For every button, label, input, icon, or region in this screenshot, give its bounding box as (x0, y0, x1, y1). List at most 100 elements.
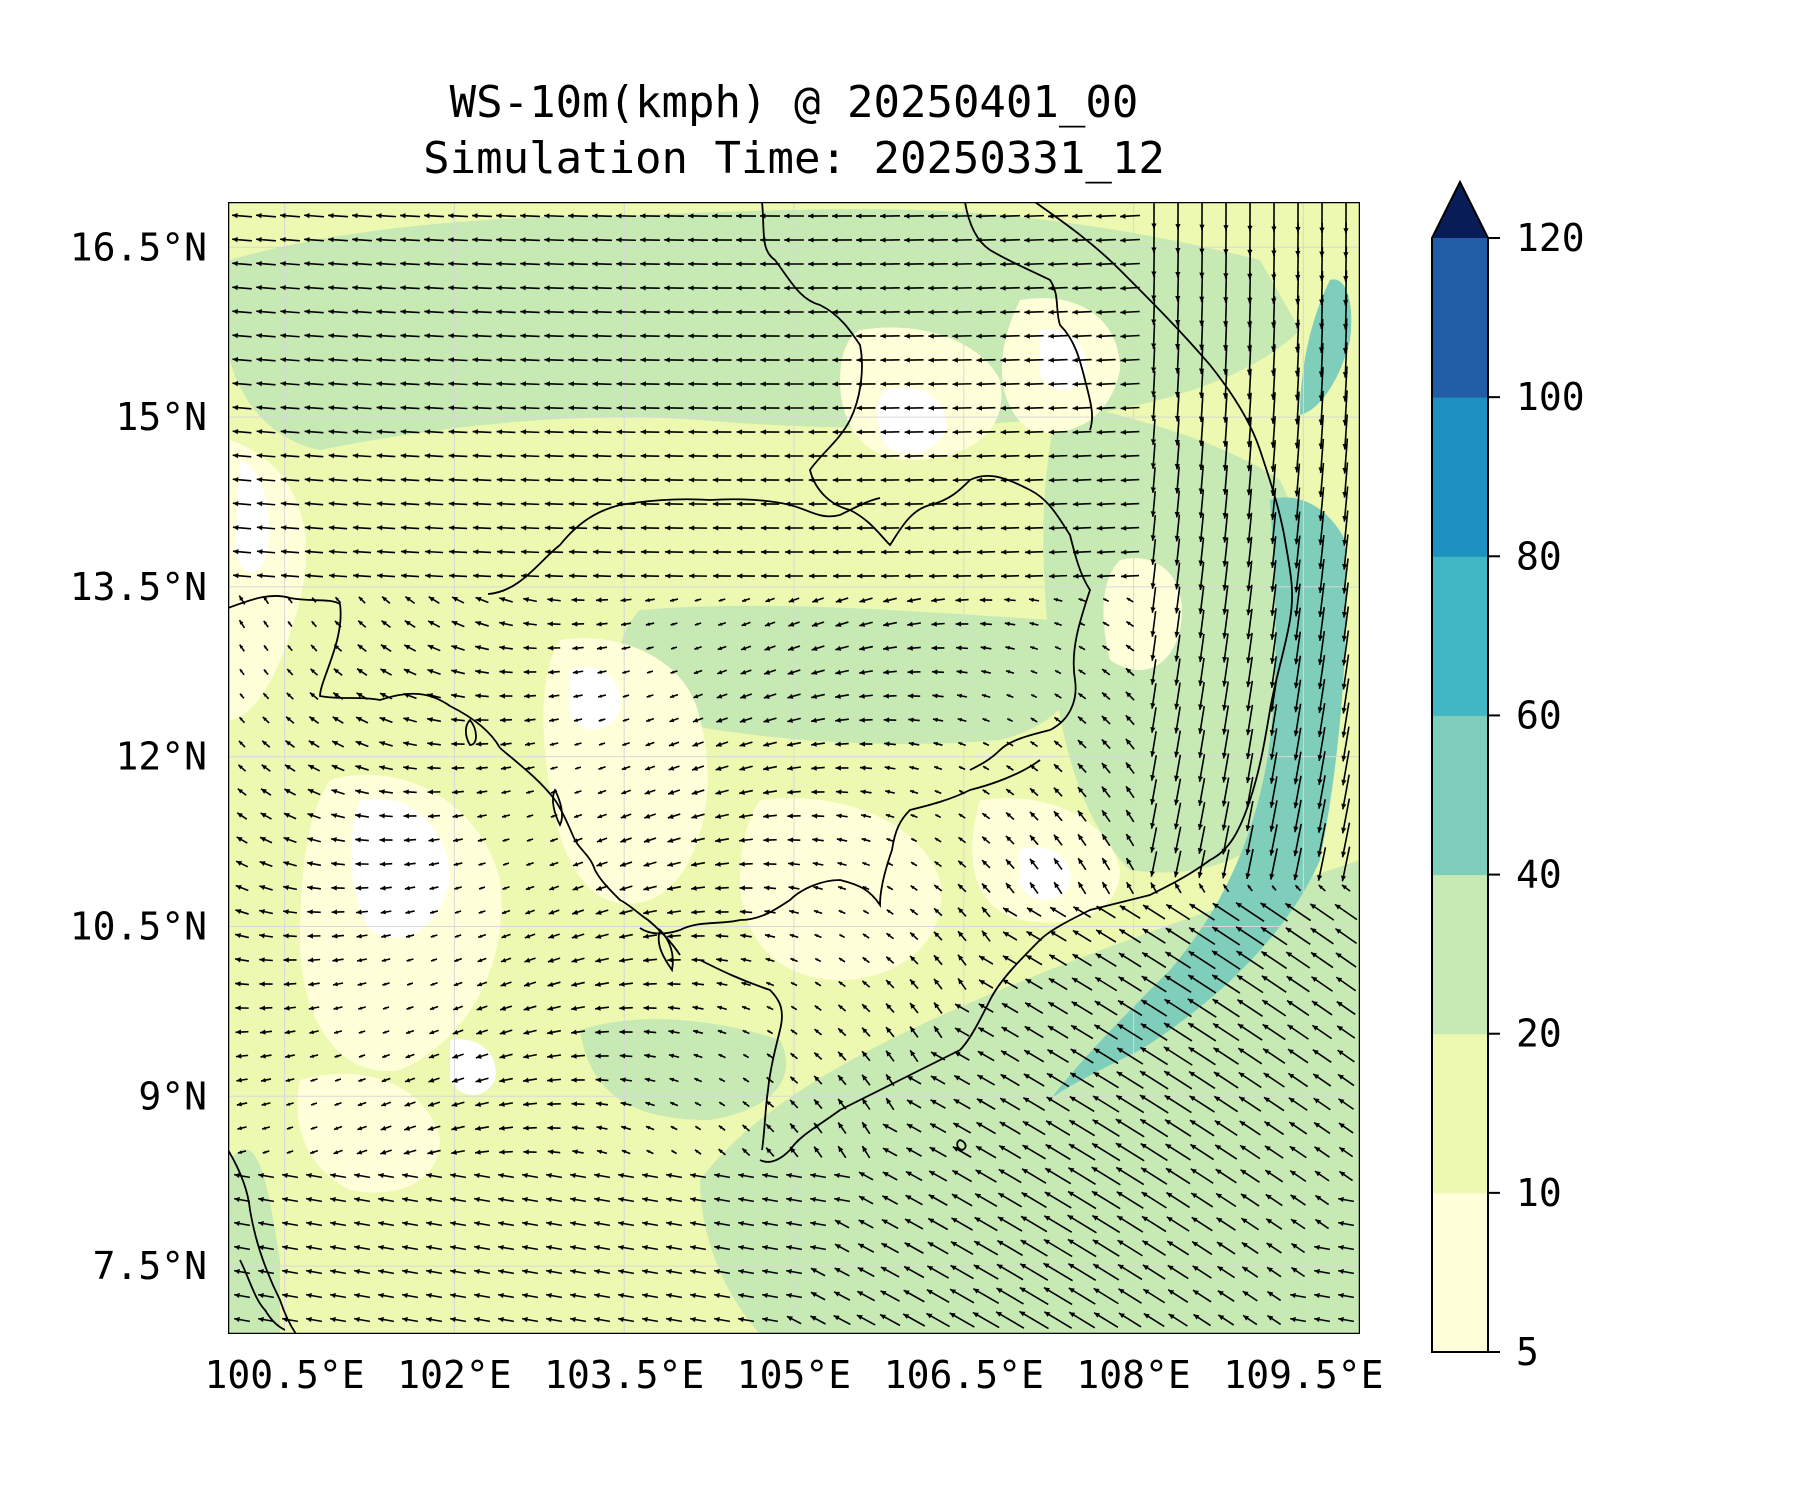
wind-vector (235, 1005, 249, 1011)
wind-vector (832, 429, 852, 435)
wind-vector (1164, 951, 1192, 969)
wind-vector (1290, 1242, 1306, 1254)
wind-vector (1246, 584, 1253, 616)
wind-vector (259, 836, 273, 844)
wind-vector (424, 309, 444, 315)
wind-vector (620, 621, 632, 627)
wind-vector (1096, 453, 1116, 459)
wind-vector (1311, 1000, 1333, 1016)
wind-vector (1068, 1143, 1096, 1161)
wind-vector (472, 213, 492, 219)
wind-vector (280, 333, 300, 339)
wind-vector (496, 453, 516, 459)
wind-vector (811, 621, 825, 627)
wind-vector (1211, 926, 1241, 946)
wind-vector (859, 717, 873, 723)
wind-vector (813, 1098, 823, 1110)
wind-vector (496, 309, 516, 315)
wind-vector (1126, 597, 1134, 603)
lat-tick-label: 13.5°N (70, 565, 207, 609)
wind-vector (521, 1292, 539, 1299)
wind-vector (1310, 951, 1334, 969)
wind-vector (595, 1053, 609, 1059)
wind-vector (736, 573, 756, 579)
wind-vector (424, 549, 444, 555)
wind-vector (833, 1314, 851, 1326)
wind-vector (617, 1220, 635, 1227)
wind-vector (856, 453, 876, 459)
wind-vector (568, 453, 588, 459)
wind-vector (448, 429, 468, 435)
wind-vector (357, 1125, 367, 1131)
wind-vector (716, 957, 728, 963)
wind-vector (1293, 823, 1303, 857)
wind-vector (670, 622, 678, 626)
wind-vector (1142, 1264, 1166, 1280)
wind-vector (1317, 703, 1326, 737)
wind-vector (837, 861, 847, 867)
wind-vector (928, 1170, 948, 1182)
wind-vector (835, 741, 849, 747)
wind-vector (1263, 1096, 1285, 1112)
wind-vector (736, 453, 756, 459)
wind-vector (886, 837, 894, 843)
wind-vector (1139, 1046, 1169, 1066)
wind-vector (307, 837, 321, 843)
wind-vector (1266, 1290, 1282, 1302)
wind-vector (1290, 1266, 1306, 1278)
wind-vector (281, 1172, 299, 1179)
wind-vector (1120, 261, 1140, 267)
wind-vector (379, 716, 393, 724)
wind-vector (1151, 347, 1157, 373)
wind-vector (1337, 1049, 1355, 1063)
wind-vector (764, 909, 776, 915)
wind-vector (787, 837, 801, 843)
wind-vector (1101, 809, 1111, 823)
wind-vector (1096, 405, 1116, 411)
wind-vector (736, 309, 756, 315)
wind-vector (952, 429, 972, 435)
wind-vector (525, 909, 535, 915)
wind-vector (334, 1078, 342, 1082)
wind-vector (544, 477, 564, 483)
wind-vector (256, 381, 276, 387)
wind-vector (688, 237, 708, 243)
wind-vector (232, 573, 252, 579)
wind-vector (544, 261, 564, 267)
wind-vector (1287, 1048, 1309, 1064)
wind-vector (304, 453, 324, 459)
wind-vector (858, 645, 874, 651)
wind-vector (1197, 777, 1206, 807)
wind-vector (1261, 999, 1287, 1017)
wind-vector (401, 1220, 419, 1227)
wind-vector (1002, 907, 1018, 917)
wind-vector (572, 1149, 584, 1155)
wind-vector (1317, 775, 1326, 809)
wind-vector (498, 1101, 514, 1107)
wind-vector (592, 405, 612, 411)
wind-vector (310, 644, 318, 652)
wind-vector (1293, 799, 1302, 833)
wind-vector (1029, 882, 1039, 894)
wind-vector (521, 1196, 539, 1203)
colorbar-tick-label: 10 (1516, 1171, 1562, 1215)
wind-vector (904, 405, 924, 411)
wind-vector (760, 525, 780, 531)
wind-vector (425, 1172, 443, 1179)
wind-vector (1021, 1168, 1047, 1184)
wind-vector (927, 1217, 949, 1231)
wind-vector (760, 333, 780, 339)
wind-vector (353, 1292, 371, 1299)
wind-vector (640, 429, 660, 435)
wind-vector (716, 981, 728, 987)
wind-vector (1239, 1144, 1261, 1160)
wind-vector (472, 405, 492, 411)
colorbar (1431, 179, 1489, 1353)
wind-vector (1197, 850, 1206, 878)
wind-vector (1189, 903, 1215, 921)
wind-vector (760, 285, 780, 291)
wind-vector (665, 1244, 683, 1251)
wind-vector (808, 381, 828, 387)
wind-vector (737, 1172, 755, 1179)
wind-vector (880, 525, 900, 531)
